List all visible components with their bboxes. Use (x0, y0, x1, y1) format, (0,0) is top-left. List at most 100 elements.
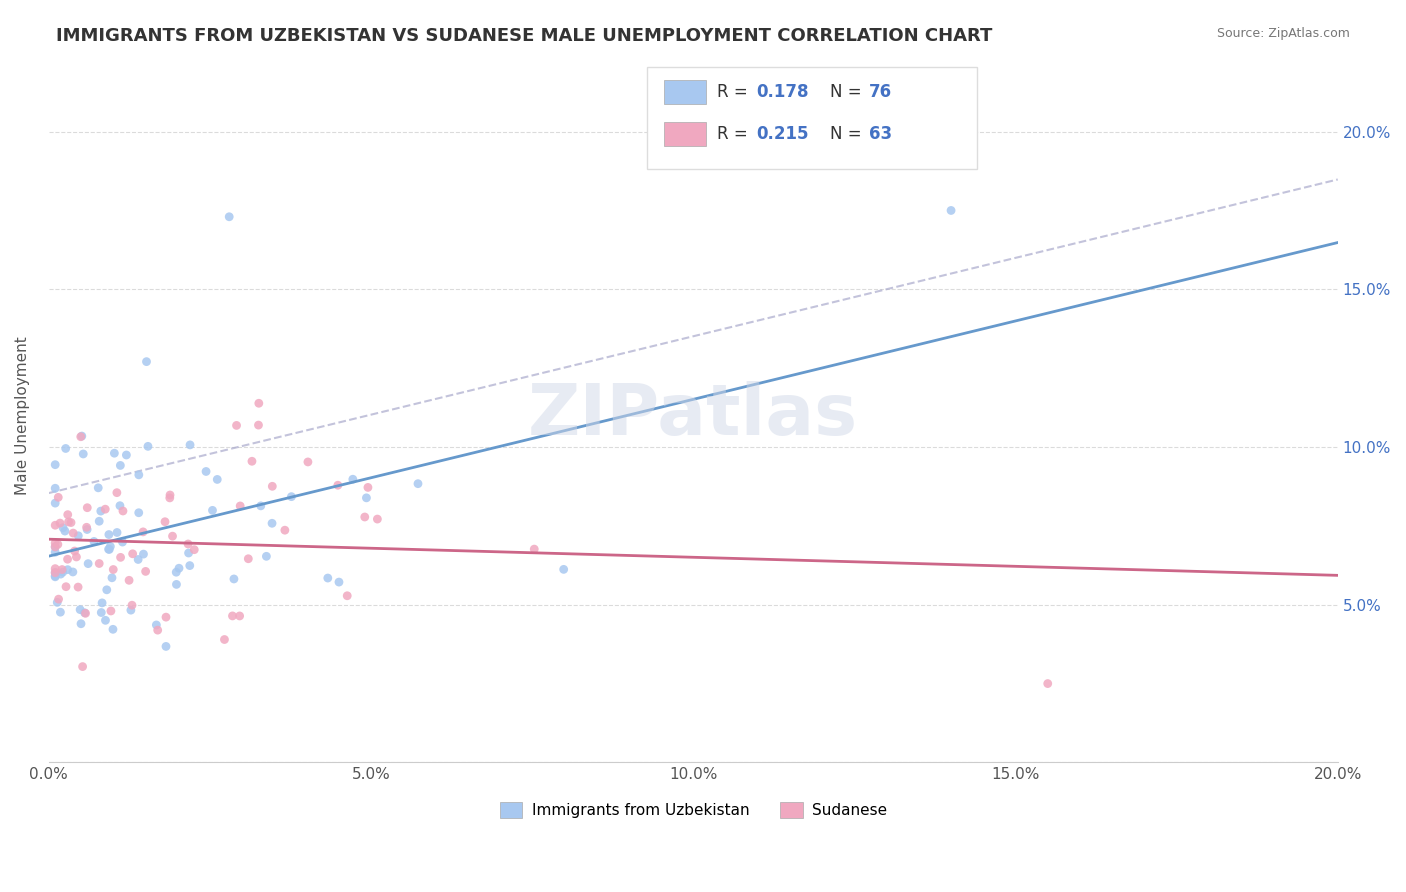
Point (1036, 676, 1059, 690)
Point (44, 496, 66, 510)
Point (76, 523, 98, 537)
Point (69, 430, 91, 444)
Point (406, 476, 429, 491)
Point (65, 549, 87, 564)
Text: IMMIGRANTS FROM UZBEKISTAN VS SUDANESE MALE UNEMPLOYMENT CORRELATION CHART: IMMIGRANTS FROM UZBEKISTAN VS SUDANESE M… (56, 27, 993, 45)
Text: 0.215: 0.215 (756, 125, 808, 143)
Point (56, 508, 79, 522)
Point (326, 478, 349, 492)
Point (247, 418, 270, 433)
Point (159, 491, 181, 505)
Text: R =: R = (717, 83, 754, 101)
Point (94, 613, 117, 627)
Point (44, 540, 66, 554)
Point (108, 499, 131, 513)
Point (55, 442, 77, 456)
Point (280, 490, 302, 504)
Point (44, 540, 66, 554)
Point (366, 512, 388, 526)
Point (94, 502, 117, 516)
Point (70, 616, 93, 631)
Point (353, 510, 375, 524)
Point (97, 542, 120, 557)
Text: N =: N = (830, 83, 866, 101)
Text: N =: N = (830, 125, 866, 143)
Point (44, 561, 66, 575)
Point (240, 454, 263, 468)
Point (120, 603, 142, 617)
Point (76, 500, 98, 515)
Point (110, 550, 132, 565)
Point (146, 623, 169, 637)
Point (121, 547, 143, 561)
Point (98, 540, 121, 554)
Point (44, 569, 66, 583)
Point (72, 447, 94, 461)
Point (357, 480, 380, 494)
Point (225, 418, 247, 433)
Point (58, 515, 80, 529)
Point (195, 465, 218, 479)
Point (103, 446, 125, 460)
Point (44, 481, 66, 495)
Point (274, 523, 297, 537)
Point (44, 566, 66, 580)
Point (67, 580, 90, 594)
Point (44, 570, 66, 584)
Point (159, 488, 181, 502)
Point (60, 516, 83, 530)
Point (49, 605, 72, 619)
Text: R =: R = (717, 125, 754, 143)
Point (262, 479, 284, 493)
Point (46, 595, 69, 609)
Point (179, 558, 201, 573)
Point (105, 525, 128, 540)
Point (62, 565, 84, 579)
Point (56, 563, 79, 577)
Point (214, 632, 236, 647)
Point (162, 529, 184, 543)
Point (103, 562, 125, 576)
Point (87, 481, 110, 495)
Point (56, 552, 79, 566)
Point (247, 396, 270, 410)
Point (46, 491, 69, 505)
Point (90, 504, 112, 518)
Point (316, 571, 339, 585)
Point (89, 514, 111, 528)
Point (67, 529, 90, 543)
Point (553, 562, 575, 576)
Point (70, 429, 93, 443)
Point (89, 557, 111, 571)
Point (356, 491, 378, 505)
Point (128, 467, 150, 482)
Point (55, 580, 77, 594)
Point (336, 589, 359, 603)
Point (297, 455, 319, 469)
Point (145, 618, 167, 632)
Point (135, 354, 157, 368)
Point (52, 565, 75, 579)
Point (153, 515, 176, 529)
Point (51, 563, 73, 577)
Point (52, 521, 75, 535)
Point (44, 536, 66, 550)
Point (100, 604, 122, 618)
Point (238, 551, 260, 566)
Point (177, 546, 200, 560)
Point (155, 640, 177, 654)
Point (49, 567, 72, 582)
Point (76, 520, 98, 534)
Point (98, 542, 121, 557)
Point (62, 526, 84, 541)
Point (101, 623, 124, 637)
Point (127, 552, 149, 566)
Point (49, 516, 72, 530)
Point (939, 203, 962, 218)
Point (44, 458, 66, 472)
Point (222, 572, 245, 586)
Point (166, 577, 188, 591)
Point (115, 448, 138, 462)
Point (44, 566, 66, 580)
Point (75, 607, 97, 621)
